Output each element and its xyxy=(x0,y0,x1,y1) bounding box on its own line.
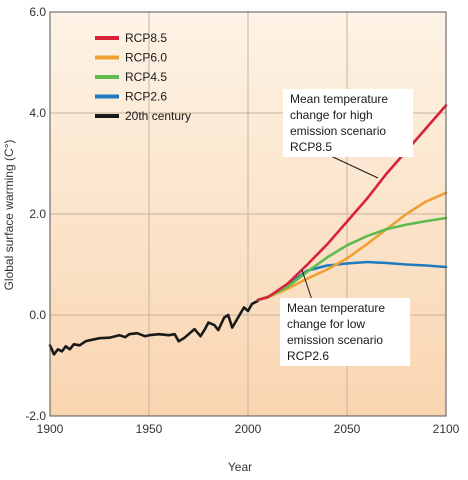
annotation-low-line: emission scenario xyxy=(287,333,383,347)
legend-label: RCP6.0 xyxy=(125,51,167,65)
annotation-low-line: change for low xyxy=(287,317,365,331)
y-tick-label: 6.0 xyxy=(29,5,46,19)
annotation-low-line: RCP2.6 xyxy=(287,349,329,363)
legend-label: RCP4.5 xyxy=(125,70,167,84)
y-tick-label: 0.0 xyxy=(29,308,46,322)
y-tick-label: 4.0 xyxy=(29,106,46,120)
y-axis-title: Global surface warming (C°) xyxy=(2,140,16,291)
annotation-low-box xyxy=(280,298,410,366)
x-tick-label: 2000 xyxy=(235,422,262,436)
legend-label: RCP2.6 xyxy=(125,90,167,104)
x-tick-labels: 1900 1950 2000 2050 2100 xyxy=(37,422,460,436)
series-line-20th-century xyxy=(48,299,260,356)
y-tick-label: -2.0 xyxy=(25,409,46,423)
annotation-high-line: Mean temperature xyxy=(290,92,388,106)
series-line-rcp4-5 xyxy=(256,216,448,302)
y-tick-label: 2.0 xyxy=(29,207,46,221)
x-tick-label: 2100 xyxy=(433,422,460,436)
legend-label: RCP8.5 xyxy=(125,31,167,45)
legend-label: 20th century xyxy=(125,109,191,123)
annotation-high-text: Mean temperature change for high emissio… xyxy=(290,92,391,154)
annotation-low-leader xyxy=(301,269,313,301)
annotation-high-line: emission scenario xyxy=(290,124,386,138)
x-tick-label: 1900 xyxy=(37,422,64,436)
legend: RCP8.5 RCP6.0 RCP4.5 RCP2.6 20th century xyxy=(95,31,191,123)
plot-frame xyxy=(49,11,447,417)
x-axis-title: Year xyxy=(228,460,252,474)
series-line-rcp6-0 xyxy=(256,191,448,302)
annotation-high-box xyxy=(283,89,413,157)
y-tick-labels: -2.0 0.0 2.0 4.0 6.0 xyxy=(25,5,46,423)
annotation-low-text: Mean temperature change for low emission… xyxy=(287,301,388,363)
x-tick-label: 2050 xyxy=(334,422,361,436)
x-tick-label: 1950 xyxy=(136,422,163,436)
annotation-low-line: Mean temperature xyxy=(287,301,385,315)
annotation-high-line: change for high xyxy=(290,108,373,122)
annotation-high-line: RCP8.5 xyxy=(290,140,332,154)
